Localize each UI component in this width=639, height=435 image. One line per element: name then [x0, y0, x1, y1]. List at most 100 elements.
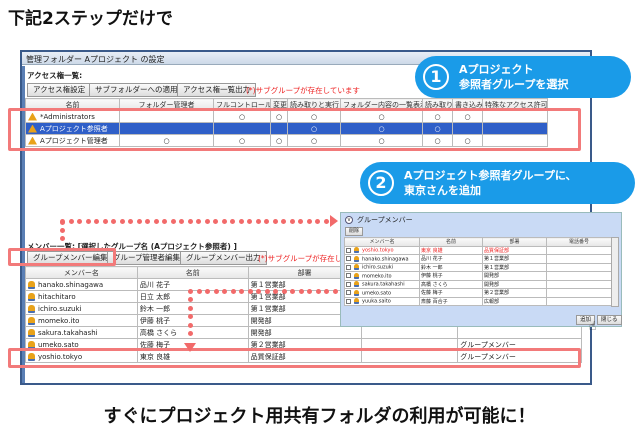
arrow-dot	[289, 219, 295, 224]
member-phone	[546, 288, 612, 298]
member-id-cell[interactable]: hanako.shinagawa	[344, 254, 420, 264]
arrow-dot	[85, 219, 91, 224]
member-dept: 品質保証部	[482, 245, 547, 255]
member-dept: 第１営業部	[482, 262, 547, 272]
member-id-cell[interactable]: yoshio.tokyo	[25, 350, 138, 363]
group-row[interactable]: Aプロジェクト管理者 ○ ○ ○ ○ ○ ○ ○	[25, 134, 548, 147]
member-id-cell[interactable]: yoshio.tokyo	[344, 245, 420, 255]
member-row[interactable]: sakura.takahashi 高橋 さくら 開発部	[25, 326, 582, 339]
member-id: sakura.takahashi	[362, 281, 405, 288]
member-dept: 開発部	[482, 271, 547, 281]
member-dept: 広報部	[482, 296, 547, 306]
row-checkbox[interactable]	[346, 256, 351, 261]
apply-subfolder-button[interactable]: サブフォルダーへの適用	[89, 83, 184, 97]
user-icon	[354, 298, 359, 304]
member-name: 鈴木 一郎	[419, 262, 483, 272]
column-header[interactable]: メンバー名	[344, 237, 420, 247]
member-phone	[546, 245, 612, 255]
member-id-cell[interactable]: momeko.ito	[25, 314, 138, 327]
arrow-dot	[315, 289, 321, 294]
column-header[interactable]: フォルダー管理者	[119, 98, 214, 111]
arrow-dot	[188, 305, 193, 311]
member-id-cell[interactable]: ichiro.suzuki	[25, 302, 138, 315]
column-header[interactable]: 読み取りと実行	[287, 98, 341, 111]
row-checkbox[interactable]	[346, 247, 351, 253]
member-name: 東京 良雄	[419, 245, 483, 255]
column-header[interactable]: 部署	[247, 266, 362, 279]
member-id: ichiro.suzuki	[362, 264, 394, 271]
column-header[interactable]: 部署	[482, 237, 547, 247]
arrow-dot	[290, 289, 295, 294]
edit-group-admins-button[interactable]: グループ管理者編集	[107, 251, 187, 265]
column-header[interactable]: 電話番号	[546, 237, 612, 247]
dialog-member-row[interactable]: ichiro.suzuki 鈴木 一郎 第１営業部	[344, 262, 612, 272]
step-number: 2	[368, 170, 394, 196]
column-header[interactable]: 書き込み	[452, 98, 483, 111]
arrow-dot	[179, 219, 184, 224]
group-name-cell[interactable]: Aプロジェクト管理者	[25, 134, 120, 147]
member-id-cell[interactable]: momeko.ito	[344, 271, 420, 281]
dialog-member-row[interactable]: yuuka.saito 斎藤 百合子 広報部	[344, 296, 612, 306]
member-type	[457, 326, 582, 339]
member-name: 高橋 さくら	[419, 279, 483, 289]
row-checkbox[interactable]	[346, 273, 351, 278]
dialog-member-row[interactable]: sakura.takahashi 高橋 さくら 開発部	[344, 279, 612, 289]
dialog-member-row[interactable]: yoshio.tokyo 東京 良雄 品質保証部	[344, 245, 612, 255]
arrow-head-right-icon	[330, 215, 338, 227]
column-header[interactable]: 変更	[270, 98, 288, 111]
arrow-dot	[188, 289, 193, 294]
member-id-cell[interactable]: hanako.shinagawa	[25, 278, 138, 291]
arrow-dot	[196, 219, 201, 224]
member-type: グループメンバー	[457, 350, 582, 363]
member-phone	[546, 271, 612, 281]
access-setting-button[interactable]: アクセス権設定	[27, 83, 92, 97]
member-id-cell[interactable]: umeko.sato	[344, 288, 420, 298]
member-id: hitachitaro	[38, 292, 76, 301]
member-row[interactable]: yoshio.tokyo 東京 良雄 品質保証部 グループメンバー	[25, 350, 582, 363]
column-header[interactable]: 名前	[419, 237, 483, 247]
member-id: momeko.ito	[362, 273, 392, 279]
row-checkbox[interactable]	[346, 298, 351, 304]
delete-button[interactable]: 削除	[345, 227, 364, 236]
arrow-dot	[332, 289, 338, 294]
member-id-cell[interactable]: yuuka.saito	[344, 296, 420, 306]
user-icon	[354, 255, 359, 262]
column-header[interactable]: メンバー名	[25, 266, 138, 279]
group-name: Aプロジェクト管理者	[40, 136, 108, 145]
export-group-members-button[interactable]: グループメンバー出力	[180, 251, 267, 265]
user-icon	[28, 352, 35, 361]
permission-cell: ○	[287, 122, 341, 135]
access-export-button[interactable]: アクセス権一覧出力	[177, 83, 257, 97]
member-id-cell[interactable]: ichiro.suzuki	[344, 262, 420, 272]
member-id-cell[interactable]: hitachitaro	[25, 290, 138, 303]
close-button[interactable]: 閉じる	[597, 315, 622, 325]
dialog-member-row[interactable]: hanako.shinagawa 品川 花子 第１営業部	[344, 254, 612, 264]
arrow-dot	[68, 219, 74, 224]
arrow-dot	[153, 219, 159, 224]
arrow-dot	[170, 219, 176, 224]
header-row: メンバー名 名前 部署 電話番号	[344, 237, 612, 247]
dialog-member-row[interactable]: umeko.sato 佐藤 梅子 第２営業部	[344, 288, 612, 298]
arrow-dot	[187, 219, 193, 224]
member-name: 佐藤 梅子	[419, 288, 483, 298]
dialog-member-table: メンバー名 名前 部署 電話番号 yoshio.tokyo 東京 良雄 品質保証部 hanak…	[344, 237, 612, 306]
column-header[interactable]: 読み取り	[422, 98, 453, 111]
row-checkbox[interactable]	[346, 290, 351, 295]
permission-cell	[213, 122, 271, 135]
dialog-member-row[interactable]: momeko.ito 伊藤 桃子 開発部	[344, 271, 612, 281]
row-checkbox[interactable]	[346, 281, 351, 287]
member-id-cell[interactable]: sakura.takahashi	[25, 326, 138, 339]
add-button[interactable]: 追加	[576, 315, 596, 325]
row-checkbox[interactable]	[346, 264, 351, 270]
member-blank	[360, 326, 459, 339]
dialog-scrollbar[interactable]	[611, 237, 619, 307]
column-header[interactable]: 名前	[136, 266, 249, 279]
member-id: sakura.takahashi	[38, 328, 98, 337]
arrow-dot	[324, 289, 329, 294]
user-icon	[28, 340, 35, 349]
user-icon	[354, 264, 359, 270]
dialog-title: グループメンバー	[357, 216, 413, 224]
collapse-icon[interactable]: v	[345, 216, 353, 224]
member-id-cell[interactable]: sakura.takahashi	[344, 279, 420, 289]
arrow-dot	[145, 219, 150, 224]
